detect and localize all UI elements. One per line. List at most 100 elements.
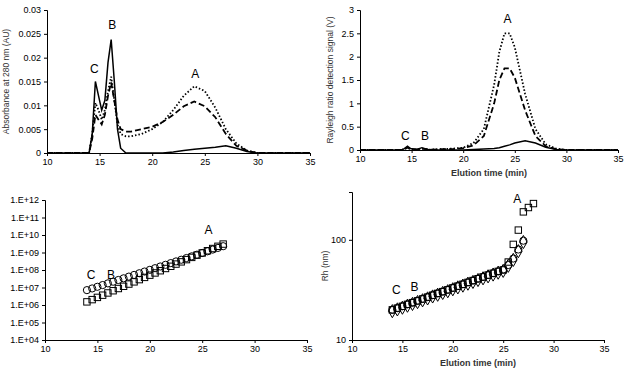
series-line [360, 33, 618, 150]
tick: 0.5 [341, 122, 360, 132]
tick: 25 [510, 150, 520, 164]
tick-label: 0.005 [18, 125, 41, 135]
tick-mark [97, 340, 98, 343]
tick-mark [42, 323, 45, 324]
tick: 30 [549, 340, 559, 354]
marker [500, 266, 507, 273]
series-line [360, 68, 618, 150]
tick: 1.E+09 [10, 248, 45, 258]
marker [500, 267, 506, 273]
tick-mark [150, 340, 151, 343]
tick-label: 0.015 [18, 77, 41, 87]
tick-mark [42, 200, 45, 201]
tick: 1 [349, 99, 360, 109]
tick-mark [554, 340, 555, 343]
tick-mark [566, 150, 567, 153]
tick: 0.025 [18, 29, 47, 39]
marker [499, 264, 507, 277]
tick-label: 15 [95, 157, 105, 167]
tick: 1.E+07 [10, 283, 45, 293]
x-axis-line [361, 151, 619, 154]
tick: 35 [305, 153, 315, 167]
tick: 25 [198, 340, 208, 354]
tick-mark [515, 150, 516, 153]
x-axis: 101520253035 [42, 153, 315, 167]
tick-label: 25 [200, 157, 210, 167]
tick-mark [44, 82, 47, 83]
tick-mark [44, 153, 47, 154]
y-axis-line [349, 193, 353, 341]
annotation: B [108, 18, 116, 32]
marker [510, 241, 516, 247]
tick-label: 25 [198, 344, 208, 354]
tick-mark [42, 218, 45, 219]
x-axis: 101520253035 [347, 340, 609, 354]
tick: 25 [499, 340, 509, 354]
tick-label: 1.E+10 [10, 230, 39, 240]
plot-area [83, 241, 226, 305]
tick: 15 [407, 150, 417, 164]
tick-mark [357, 80, 360, 81]
annotation: B [107, 268, 115, 282]
tick: 1.E+10 [10, 230, 45, 240]
tick: 0 [349, 145, 360, 155]
tick-mark [255, 340, 256, 343]
y-axis: 1.E+041.E+051.E+061.E+071.E+081.E+091.E+… [10, 195, 45, 345]
x-axis: 101520253035 [40, 340, 312, 354]
tick-mark [42, 340, 45, 341]
panel: 10152025303510100CBAElution time (min)Rh… [320, 192, 610, 368]
tick: 10 [42, 153, 52, 167]
tick-label: 1.E+07 [10, 283, 39, 293]
marker [509, 253, 517, 266]
tick-mark [503, 340, 504, 343]
tick-mark [44, 129, 47, 130]
tick: 35 [302, 340, 312, 354]
tick-label: 15 [398, 344, 408, 354]
series-line [47, 77, 310, 153]
figure: 10152025303500.0050.010.0150.020.0250.03… [0, 0, 627, 374]
marker [515, 227, 521, 233]
tick-label: 30 [250, 344, 260, 354]
tick: 30 [253, 153, 263, 167]
tick-mark [604, 340, 605, 343]
tick-label: 0.03 [23, 5, 41, 15]
tick-label: 35 [305, 157, 315, 167]
tick: 35 [599, 340, 609, 354]
tick-label: 0 [349, 145, 354, 155]
annotation: A [191, 67, 199, 81]
marker [449, 284, 456, 291]
tick-mark [257, 153, 258, 156]
plot-area [47, 40, 310, 153]
tick-label: 2 [349, 52, 354, 62]
tick-label: 10 [336, 335, 346, 345]
tick: 0 [36, 148, 47, 158]
tick: 100 [331, 235, 352, 245]
tick: 20 [145, 340, 155, 354]
tick-mark [152, 153, 153, 156]
y-axis: 10 100 [331, 193, 353, 346]
tick-mark [42, 288, 45, 289]
y-axis-title: Rh (nm) [320, 250, 330, 281]
tick-label: 1 [349, 99, 354, 109]
tick: 2.5 [341, 29, 360, 39]
marker [520, 237, 527, 244]
series-line [47, 40, 310, 153]
tick-mark [402, 340, 403, 343]
annotation: C [392, 283, 401, 297]
tick-mark [357, 33, 360, 34]
tick-mark [42, 270, 45, 271]
tick-mark [42, 253, 45, 254]
tick-label: 1.E+08 [10, 265, 39, 275]
tick-label: 35 [302, 344, 312, 354]
tick-label: 15 [407, 154, 417, 164]
tick-label: 30 [562, 154, 572, 164]
tick: 20 [459, 150, 469, 164]
tick-label: 0.01 [23, 101, 41, 111]
tick-mark [44, 34, 47, 35]
tick: 0.005 [18, 125, 47, 135]
tick-label: 100 [331, 235, 346, 245]
tick-mark [100, 153, 101, 156]
tick-mark [44, 58, 47, 59]
annotation: A [204, 223, 212, 237]
tick-mark [357, 127, 360, 128]
